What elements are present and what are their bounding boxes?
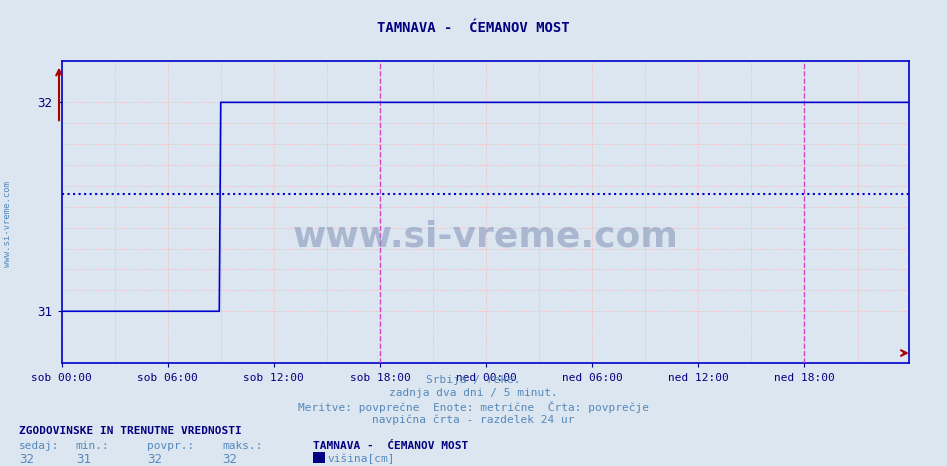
- Text: Srbija / reke.: Srbija / reke.: [426, 375, 521, 385]
- Text: 31: 31: [76, 453, 91, 466]
- Text: TAMNAVA -  ĆEMANOV MOST: TAMNAVA - ĆEMANOV MOST: [377, 21, 570, 35]
- Text: ZGODOVINSKE IN TRENUTNE VREDNOSTI: ZGODOVINSKE IN TRENUTNE VREDNOSTI: [19, 426, 241, 436]
- Text: min.:: min.:: [76, 441, 110, 451]
- Text: 32: 32: [223, 453, 238, 466]
- Text: Meritve: povprečne  Enote: metrične  Črta: povprečje: Meritve: povprečne Enote: metrične Črta:…: [298, 401, 649, 413]
- Text: 32: 32: [19, 453, 34, 466]
- Text: www.si-vreme.com: www.si-vreme.com: [293, 219, 678, 253]
- Text: zadnja dva dni / 5 minut.: zadnja dva dni / 5 minut.: [389, 388, 558, 398]
- Text: 32: 32: [147, 453, 162, 466]
- Text: sedaj:: sedaj:: [19, 441, 60, 451]
- Text: višina[cm]: višina[cm]: [328, 453, 395, 464]
- Text: navpična črta - razdelek 24 ur: navpična črta - razdelek 24 ur: [372, 414, 575, 425]
- Text: TAMNAVA -  ĆEMANOV MOST: TAMNAVA - ĆEMANOV MOST: [313, 441, 468, 451]
- Text: povpr.:: povpr.:: [147, 441, 194, 451]
- Text: www.si-vreme.com: www.si-vreme.com: [3, 181, 12, 267]
- Text: maks.:: maks.:: [223, 441, 263, 451]
